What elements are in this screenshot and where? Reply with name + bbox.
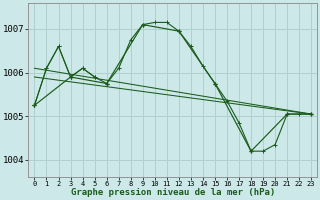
X-axis label: Graphe pression niveau de la mer (hPa): Graphe pression niveau de la mer (hPa) xyxy=(71,188,275,197)
